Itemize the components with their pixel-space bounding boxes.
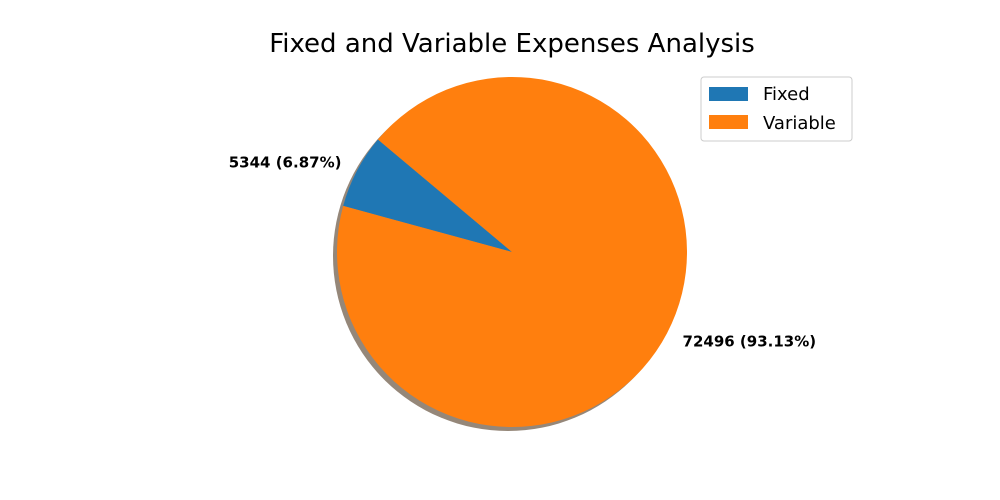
pie-label-fixed: 5344 (6.87%) [229,154,342,172]
legend-swatch-variable [709,115,748,129]
legend-label-variable: Variable [763,113,836,134]
legend-label-fixed: Fixed [763,84,810,105]
pie-slice-fixed [343,139,512,252]
pie-group: 5344 (6.87%) 72496 (93.13%) [229,76,817,431]
pie-slice-variable [337,76,687,427]
pie-label-variable: 72496 (93.13%) [683,332,817,350]
chart-title: Fixed and Variable Expenses Analysis [269,29,755,59]
legend-swatch-fixed [709,87,748,101]
legend: Fixed Variable [700,76,853,142]
